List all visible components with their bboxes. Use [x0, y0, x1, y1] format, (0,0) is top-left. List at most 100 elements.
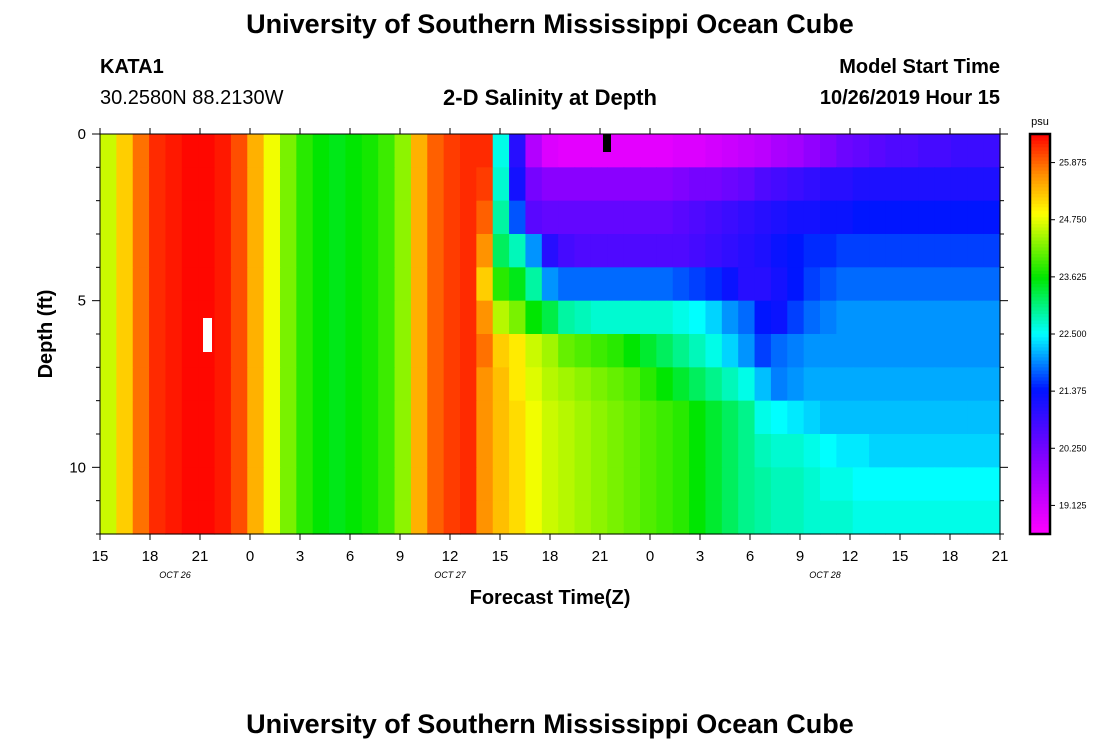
heatmap-cell — [541, 434, 559, 468]
heatmap-cell — [181, 200, 199, 235]
heatmap-cell — [640, 300, 657, 335]
heatmap-cell — [214, 234, 232, 268]
heatmap-cell — [558, 167, 576, 202]
colorbar-segment — [1030, 344, 1050, 348]
heatmap-cell — [705, 400, 723, 435]
heatmap-cell — [738, 167, 756, 202]
heatmap-cell — [509, 300, 527, 335]
heatmap-cell — [656, 200, 674, 235]
heatmap-cell — [574, 334, 592, 368]
heatmap-cell — [165, 300, 183, 335]
heatmap-cell — [116, 134, 134, 168]
heatmap-cell — [967, 267, 985, 302]
heatmap-cell — [885, 334, 903, 368]
heatmap-cell — [787, 467, 805, 502]
heatmap-cell — [198, 234, 216, 268]
heatmap-cell — [100, 234, 117, 268]
colorbar-tick-label: 24.750 — [1059, 215, 1087, 225]
heatmap-cell — [296, 400, 314, 435]
heatmap-cell — [950, 267, 968, 302]
x-tick-label: 15 — [892, 548, 909, 565]
heatmap-cell — [329, 367, 347, 402]
heatmap-cell — [558, 200, 576, 235]
heatmap-cell — [312, 434, 330, 468]
heatmap-cell — [230, 134, 248, 168]
heatmap-cell — [754, 200, 772, 235]
station-coordinates: 30.2580N 88.2130W — [100, 87, 284, 109]
colorbar-segment — [1030, 184, 1050, 188]
colorbar-segment — [1030, 220, 1050, 225]
heatmap-cell — [950, 500, 968, 535]
heatmap-cell — [640, 367, 657, 402]
colorbar-segment — [1030, 377, 1050, 382]
heatmap-cell — [738, 400, 756, 435]
heatmap-cell — [198, 200, 216, 235]
heatmap-cell — [885, 167, 903, 202]
heatmap-cell — [247, 134, 265, 168]
heatmap-cell — [247, 367, 265, 402]
heatmap-cell — [345, 234, 363, 268]
heatmap-cell — [689, 434, 707, 468]
colorbar-segment — [1030, 300, 1050, 305]
heatmap-cell — [885, 200, 903, 235]
heatmap-cell — [247, 300, 265, 335]
x-tick-label: 21 — [192, 548, 209, 565]
heatmap-cell — [607, 367, 625, 402]
heatmap-cell — [410, 500, 428, 535]
heatmap-cell — [427, 334, 445, 368]
x-tick-label: 9 — [796, 548, 804, 565]
heatmap-cell — [263, 300, 281, 335]
heatmap-cell — [410, 267, 428, 302]
colorbar-segment — [1030, 374, 1050, 378]
heatmap-cell — [214, 334, 232, 368]
heatmap-cell — [607, 500, 625, 535]
heatmap-cell — [312, 467, 330, 502]
heatmap-cell — [345, 367, 363, 402]
heatmap-cell — [296, 134, 314, 168]
heatmap-cell — [181, 134, 199, 168]
colorbar-segment — [1030, 397, 1050, 402]
heatmap-cell — [901, 134, 919, 168]
heatmap-cell — [852, 400, 870, 435]
heatmap-cell — [836, 467, 854, 502]
heatmap-cell — [443, 200, 461, 235]
heatmap-cell — [934, 500, 952, 535]
colorbar-segment — [1030, 474, 1050, 478]
heatmap-cell — [394, 400, 412, 435]
colorbar-segment — [1030, 334, 1050, 338]
colorbar-segment — [1030, 150, 1050, 155]
colorbar-segment — [1030, 494, 1050, 498]
heatmap-cell — [509, 200, 527, 235]
heatmap-cell — [427, 134, 445, 168]
heatmap-cell — [410, 300, 428, 335]
colorbar-segment — [1030, 274, 1050, 278]
heatmap-cell — [181, 334, 199, 368]
heatmap-cell — [558, 334, 576, 368]
heatmap-cell — [934, 400, 952, 435]
heatmap-cell — [410, 134, 428, 168]
heatmap-cell — [132, 134, 150, 168]
heatmap-cell — [656, 434, 674, 468]
heatmap-cell — [721, 267, 739, 302]
heatmap-cell — [770, 200, 788, 235]
colorbar-segment — [1030, 237, 1050, 242]
heatmap-cell — [852, 434, 870, 468]
heatmap-cell — [820, 467, 837, 502]
heatmap-cell — [329, 467, 347, 502]
heatmap-cell — [607, 200, 625, 235]
heatmap-cell — [394, 234, 412, 268]
heatmap-cell — [132, 234, 150, 268]
heatmap-cell — [460, 200, 477, 235]
heatmap-cell — [803, 300, 821, 335]
heatmap-cell — [918, 167, 936, 202]
colorbar-segment — [1030, 430, 1050, 435]
heatmap-cell — [410, 467, 428, 502]
heatmap-cell — [590, 367, 608, 402]
heatmap-cell — [525, 134, 543, 168]
heatmap-cell — [149, 234, 167, 268]
x-tick-label: 6 — [346, 548, 354, 565]
heatmap-cell — [607, 434, 625, 468]
heatmap-cell — [345, 134, 363, 168]
colorbar-segment — [1030, 267, 1050, 272]
